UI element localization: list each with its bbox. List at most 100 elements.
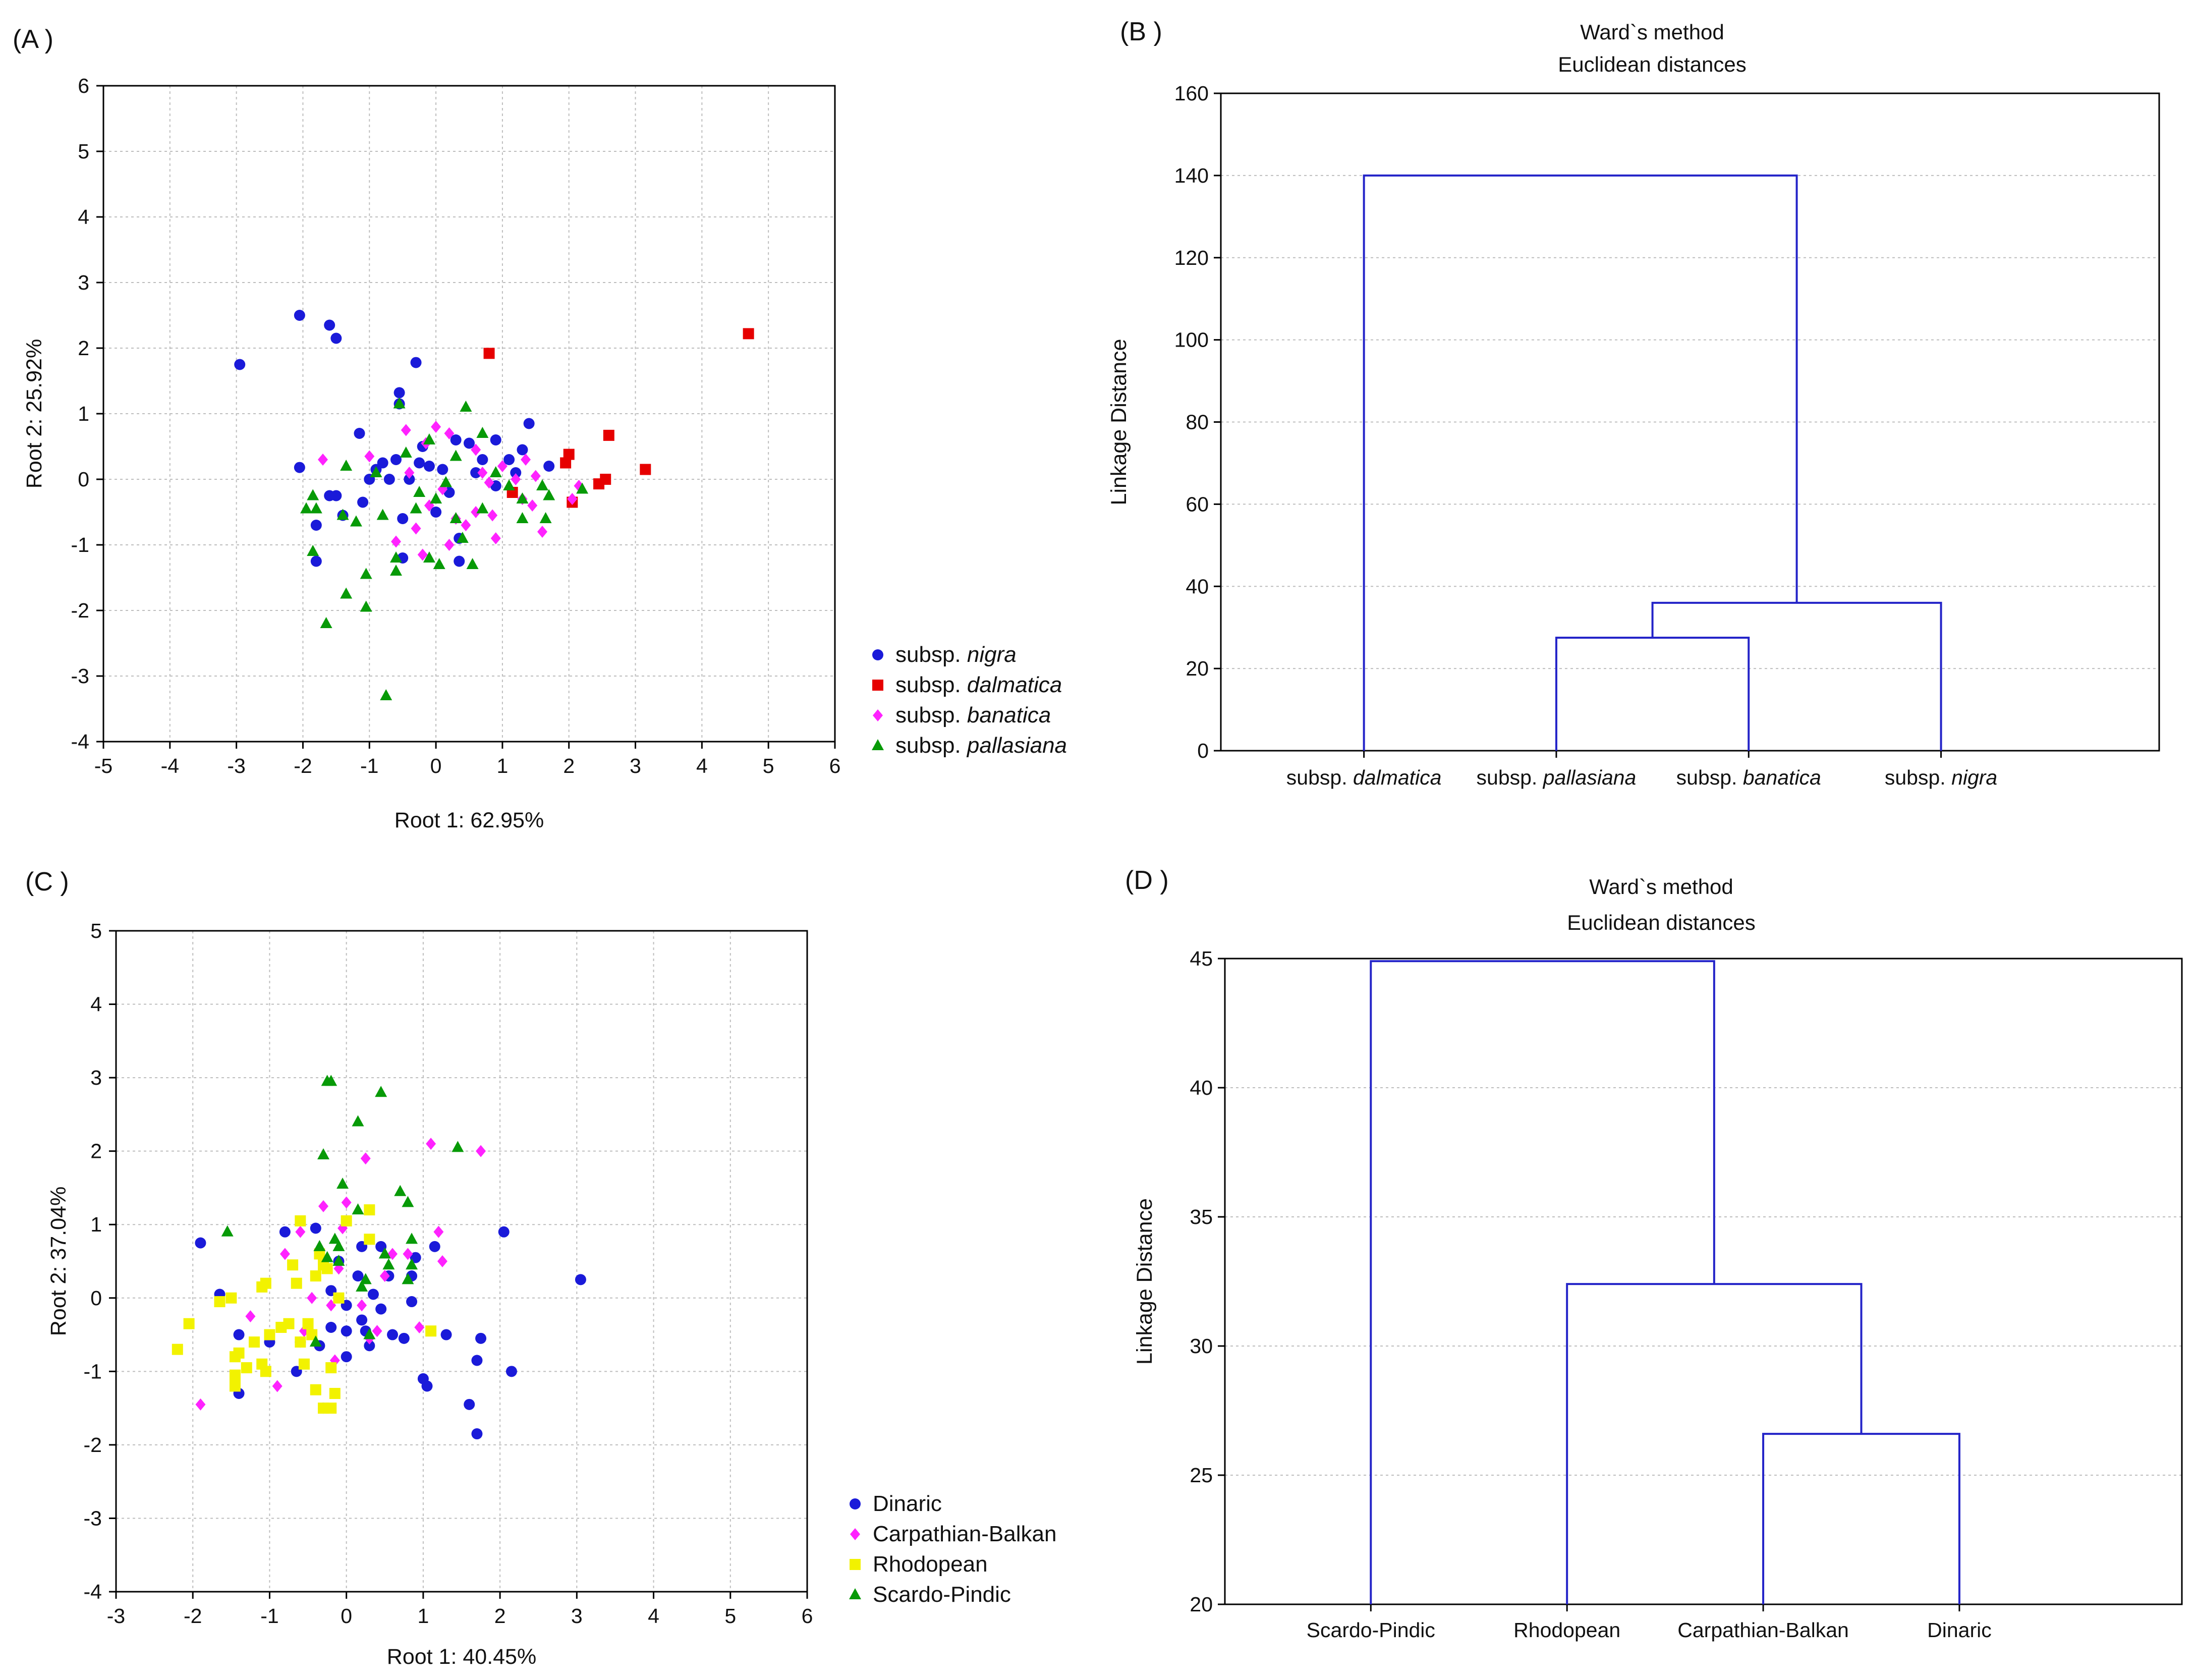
series-banatica bbox=[318, 421, 584, 561]
y-tick-label: 160 bbox=[1174, 82, 1209, 105]
chart-subtitle: Euclidean distances bbox=[1567, 911, 1756, 934]
data-point-rhodopean bbox=[325, 1362, 337, 1374]
data-point-dinaric bbox=[375, 1303, 387, 1315]
x-tick-label: -4 bbox=[161, 754, 179, 777]
y-tick-label: 20 bbox=[1190, 1593, 1213, 1616]
data-point-dinaric bbox=[341, 1325, 352, 1337]
data-point-rhodopean bbox=[226, 1292, 237, 1304]
data-point-nigra bbox=[234, 359, 246, 370]
data-point-banatica bbox=[417, 548, 428, 561]
data-point-carpathian-balkan bbox=[245, 1310, 256, 1323]
y-tick-label: 5 bbox=[78, 140, 89, 163]
data-point-banatica bbox=[477, 467, 488, 479]
data-point-pallasiana bbox=[449, 512, 462, 523]
y-tick-label: 20 bbox=[1186, 657, 1209, 680]
data-point-pallasiana bbox=[380, 689, 392, 700]
data-point-banatica bbox=[530, 470, 541, 482]
data-point-pallasiana bbox=[350, 515, 362, 527]
y-tick-label: 0 bbox=[90, 1286, 102, 1310]
data-point-pallasiana bbox=[393, 397, 406, 409]
data-point-carpathian-balkan bbox=[360, 1152, 371, 1165]
data-point-nigra bbox=[357, 496, 369, 508]
data-point-carpathian-balkan bbox=[357, 1299, 367, 1312]
data-point-carpathian-balkan bbox=[476, 1145, 486, 1157]
data-point-pallasiana bbox=[307, 489, 319, 500]
data-point-scardo-pindic bbox=[406, 1258, 418, 1270]
legend-entry: subsp. dalmatica bbox=[895, 673, 1062, 697]
data-point-dinaric bbox=[325, 1322, 337, 1333]
data-point-pallasiana bbox=[576, 482, 589, 494]
data-point-scardo-pindic bbox=[332, 1240, 345, 1251]
chart-title: Ward`s method bbox=[1580, 20, 1724, 44]
y-tick-label: 40 bbox=[1186, 575, 1209, 598]
data-point-nigra bbox=[294, 310, 305, 321]
legend-marker-rhodopean bbox=[850, 1559, 861, 1570]
data-point-scardo-pindic bbox=[406, 1233, 418, 1244]
data-point-pallasiana bbox=[370, 466, 382, 477]
data-point-scardo-pindic bbox=[402, 1273, 414, 1284]
data-point-banatica bbox=[401, 424, 411, 436]
panel-b: (B ) Ward`s method Euclidean distances 0 20 4… bbox=[1107, 17, 2160, 789]
data-point-nigra bbox=[390, 454, 402, 465]
legend-marker-dinaric bbox=[850, 1498, 861, 1509]
data-point-nigra bbox=[377, 457, 388, 469]
y-tick-label: 3 bbox=[78, 271, 89, 294]
data-point-dinaric bbox=[195, 1237, 206, 1249]
data-point-banatica bbox=[537, 526, 547, 538]
y-tick-label: 0 bbox=[1197, 739, 1209, 762]
y-tick-label: 1 bbox=[78, 402, 89, 425]
data-point-rhodopean bbox=[341, 1215, 352, 1226]
data-point-nigra bbox=[383, 474, 395, 485]
data-point-dalmatica bbox=[593, 478, 605, 490]
data-point-pallasiana bbox=[310, 502, 322, 514]
data-point-carpathian-balkan bbox=[295, 1225, 306, 1238]
data-point-rhodopean bbox=[318, 1403, 329, 1414]
dendrogram-link bbox=[1370, 960, 1715, 1604]
data-point-rhodopean bbox=[329, 1388, 341, 1399]
data-point-carpathian-balkan bbox=[437, 1255, 447, 1267]
legend-marker-banatica bbox=[873, 709, 883, 721]
y-tick-label: 25 bbox=[1190, 1464, 1213, 1487]
data-point-pallasiana bbox=[300, 502, 313, 514]
data-point-dalmatica bbox=[743, 328, 754, 340]
data-point-banatica bbox=[404, 467, 415, 479]
legend-name: pallasiana bbox=[966, 733, 1067, 758]
data-point-scardo-pindic bbox=[352, 1203, 364, 1215]
legend-entry: Rhodopean bbox=[873, 1552, 988, 1577]
data-point-carpathian-balkan bbox=[279, 1248, 290, 1260]
y-tick-label: 60 bbox=[1186, 492, 1209, 516]
legend-prefix: subsp. bbox=[895, 703, 967, 727]
data-point-rhodopean bbox=[249, 1336, 260, 1348]
data-point-dinaric bbox=[364, 1340, 375, 1352]
y-tick-label: 5 bbox=[90, 919, 102, 942]
x-tick-label: -1 bbox=[360, 754, 378, 777]
y-tick-label: 4 bbox=[78, 205, 89, 229]
data-point-dinaric bbox=[387, 1329, 398, 1340]
y-tick-label: 4 bbox=[90, 993, 102, 1016]
x-tick-label: 5 bbox=[763, 754, 774, 777]
data-point-banatica bbox=[318, 454, 328, 466]
y-tick-label: 30 bbox=[1190, 1334, 1213, 1358]
data-point-pallasiana bbox=[410, 502, 422, 514]
data-point-nigra bbox=[464, 437, 475, 449]
data-point-banatica bbox=[471, 506, 481, 518]
data-point-dinaric bbox=[505, 1366, 517, 1377]
data-point-nigra bbox=[454, 555, 465, 567]
y-tick-label: -1 bbox=[84, 1360, 102, 1383]
series-dinaric bbox=[195, 1222, 586, 1440]
data-point-carpathian-balkan bbox=[341, 1196, 352, 1209]
data-point-banatica bbox=[411, 522, 421, 535]
data-point-nigra bbox=[437, 464, 448, 475]
data-point-banatica bbox=[444, 427, 455, 439]
legend-name: nigra bbox=[967, 642, 1017, 667]
legend-entry: subsp. banatica bbox=[895, 703, 1051, 727]
data-point-scardo-pindic bbox=[328, 1233, 341, 1244]
data-point-dinaric bbox=[352, 1270, 364, 1282]
x-tick-label: -5 bbox=[94, 754, 112, 777]
x-axis-label: Root 1: 62.95% bbox=[395, 808, 544, 832]
data-point-scardo-pindic bbox=[375, 1086, 387, 1097]
data-point-dinaric bbox=[471, 1355, 483, 1366]
x-tick-label: 5 bbox=[724, 1604, 736, 1628]
data-point-rhodopean bbox=[310, 1384, 321, 1395]
data-point-dalmatica bbox=[483, 348, 495, 359]
